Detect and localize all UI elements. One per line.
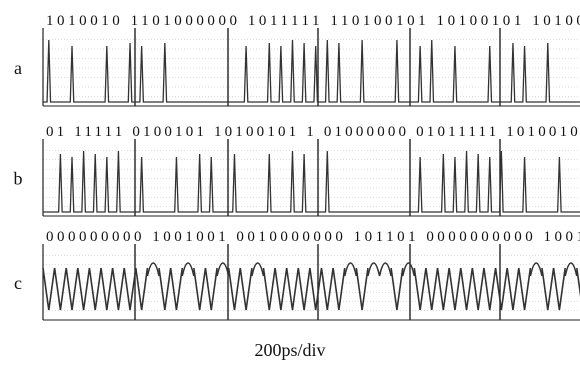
bit-pattern: 01 11111 0100101 10100101 1 01000000 010… bbox=[46, 124, 580, 140]
panel-label: b bbox=[14, 169, 23, 189]
bit-pattern: 000000000 1001001 0010000000 101101 0000… bbox=[46, 229, 580, 245]
panel-label: a bbox=[14, 58, 22, 78]
bit-pattern: 1010010 1101000000 1011111 110100101 101… bbox=[46, 13, 580, 29]
time-scale: 200ps/div bbox=[254, 340, 325, 360]
panel-label: c bbox=[14, 273, 22, 293]
figure: 200ps/div a 1010010 1101000000 1011111 11… bbox=[0, 0, 580, 366]
